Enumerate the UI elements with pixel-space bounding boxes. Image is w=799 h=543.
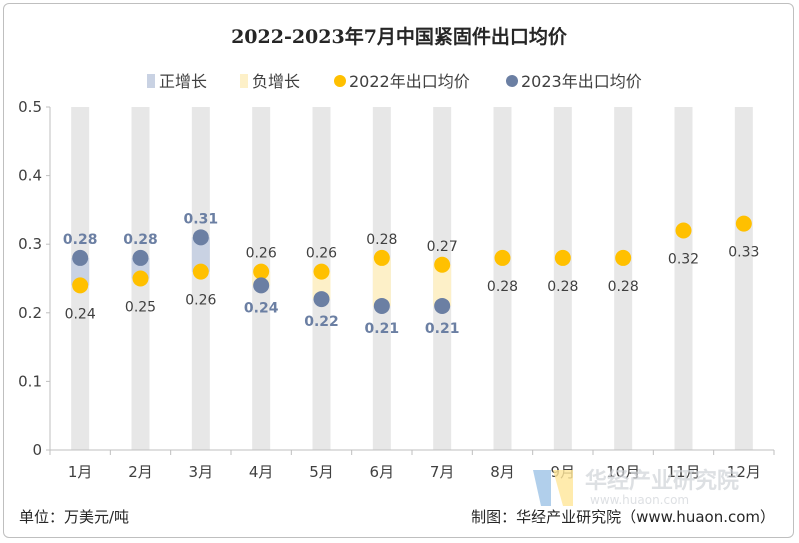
data-label-2022: 0.28	[487, 279, 518, 295]
point-2022-12	[735, 215, 752, 232]
legend-positive-swatch	[147, 74, 155, 88]
background-bar-9	[553, 107, 572, 450]
point-2022-7	[434, 256, 451, 273]
data-label-2022: 0.24	[65, 306, 96, 322]
x-tick-label: 11月	[666, 463, 700, 481]
plot-area: 00.10.20.30.40.51月2月3月4月5月6月7月8月9月10月11月…	[18, 98, 775, 481]
data-label-2023: 0.22	[304, 314, 339, 330]
watermark-logo-blue	[533, 470, 551, 506]
point-2022-5	[313, 263, 330, 280]
data-label-2022: 0.26	[185, 293, 216, 309]
background-bar-10	[614, 107, 633, 450]
point-2022-10	[615, 249, 632, 266]
point-2022-6	[373, 249, 390, 266]
point-2022-11	[675, 222, 692, 239]
unit-label: 单位：万美元/吨	[19, 508, 129, 526]
point-2022-3	[192, 263, 209, 280]
y-tick-label: 0.1	[18, 372, 42, 390]
data-label-2022: 0.32	[668, 251, 699, 267]
legend-2022-marker	[334, 75, 346, 87]
data-label-2022: 0.27	[427, 239, 458, 255]
data-label-2022: 0.26	[246, 246, 277, 262]
change-bar-3	[191, 237, 210, 272]
data-label-2022: 0.28	[608, 279, 639, 295]
point-2022-8	[494, 249, 511, 266]
watermark-text: 华经产业研究院	[585, 468, 739, 494]
x-tick-label: 4月	[249, 463, 274, 481]
x-tick-label: 6月	[370, 463, 395, 481]
point-2022-4	[253, 263, 270, 280]
legend-2023-marker	[506, 75, 518, 87]
point-2022-2	[132, 270, 149, 287]
watermark-logo-yellow	[553, 470, 573, 506]
background-bar-8	[493, 107, 512, 450]
x-tick-label: 10月	[606, 463, 640, 481]
point-2023-2	[132, 249, 149, 266]
point-2022-1	[72, 277, 89, 294]
point-2023-7	[434, 297, 451, 314]
x-tick-label: 12月	[727, 463, 761, 481]
x-tick-label: 8月	[490, 463, 515, 481]
x-tick-label: 2月	[128, 463, 153, 481]
point-2023-6	[373, 297, 390, 314]
background-bar-11	[674, 107, 693, 450]
y-tick-label: 0	[32, 441, 42, 459]
data-label-2022: 0.28	[366, 232, 397, 248]
legend-negative-swatch	[240, 74, 248, 88]
legend: 正增长 负增长 2022年出口均价 2023年出口均价	[147, 72, 642, 91]
data-label-2023: 0.28	[123, 232, 158, 248]
data-label-2023: 0.21	[365, 321, 400, 337]
data-label-2022: 0.33	[728, 245, 759, 261]
change-bar-7	[433, 264, 452, 306]
data-label-2023: 0.24	[244, 300, 279, 316]
data-label-2022: 0.25	[125, 300, 156, 316]
legend-negative-label: 负增长	[252, 72, 300, 91]
watermark: 华经产业研究院 www.huaon.com	[533, 468, 739, 507]
data-label-2022: 0.26	[306, 246, 337, 262]
data-label-2023: 0.21	[425, 321, 460, 337]
point-2023-5	[313, 291, 330, 308]
change-bar-1	[71, 257, 90, 286]
y-tick-label: 0.5	[18, 98, 42, 116]
y-tick-label: 0.3	[18, 235, 42, 253]
data-label-2022: 0.28	[547, 279, 578, 295]
point-2023-4	[253, 277, 270, 294]
x-tick-label: 7月	[430, 463, 455, 481]
y-tick-label: 0.2	[18, 304, 42, 322]
point-2023-3	[192, 229, 209, 246]
change-bar-5	[312, 271, 331, 300]
change-bar-6	[372, 257, 391, 306]
x-tick-label: 3月	[189, 463, 214, 481]
point-2022-9	[554, 249, 571, 266]
point-2023-1	[72, 249, 89, 266]
x-tick-label: 5月	[309, 463, 334, 481]
chart-title: 2022-2023年7月中国紧固件出口均价	[231, 25, 568, 48]
legend-positive-label: 正增长	[159, 72, 207, 91]
watermark-url: www.huaon.com	[590, 493, 689, 507]
legend-2023-label: 2023年出口均价	[521, 72, 642, 91]
source-label: 制图：华经产业研究院（www.huaon.com）	[471, 508, 775, 526]
y-tick-label: 0.4	[18, 167, 42, 185]
legend-2022-label: 2022年出口均价	[349, 72, 470, 91]
data-label-2023: 0.28	[63, 232, 98, 248]
x-tick-label: 1月	[68, 463, 93, 481]
background-bar-12	[734, 107, 753, 450]
data-label-2023: 0.31	[184, 211, 219, 227]
